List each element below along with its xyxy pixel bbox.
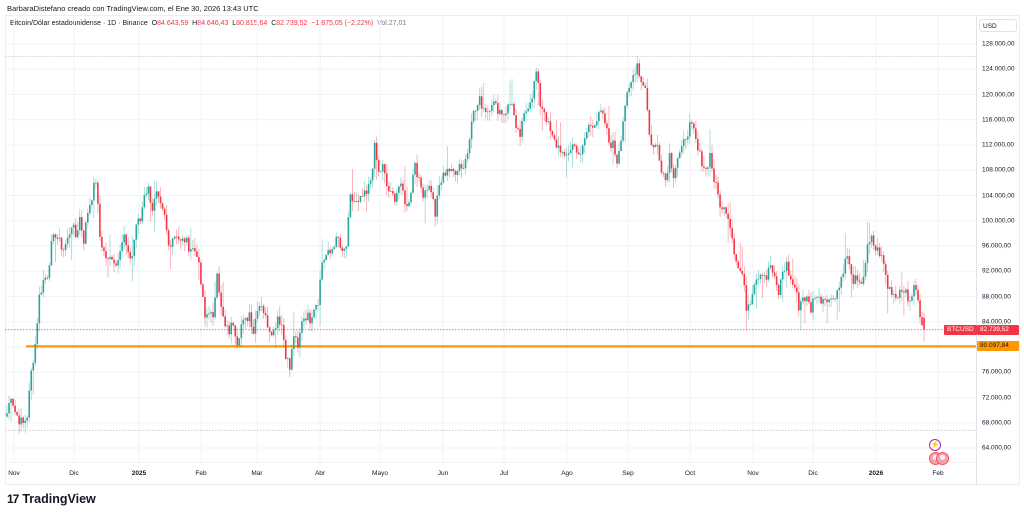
time-tick-label: Feb — [195, 470, 207, 477]
time-tick-label: Nov — [747, 470, 759, 477]
symbol-price-tag: BTCUSD — [944, 325, 977, 335]
lightning-event-icon[interactable]: ⚡ — [929, 439, 941, 451]
time-axis-divider — [5, 462, 976, 463]
price-axis[interactable] — [976, 15, 1020, 485]
time-tick-label: Feb — [932, 470, 944, 477]
price-tick-label: 108.000,00 — [982, 166, 1015, 174]
open-label: O — [151, 20, 158, 27]
price-tick-label: 96.000,00 — [982, 242, 1011, 250]
last-price-tag: 82.739,52 — [977, 325, 1019, 335]
volume-value: 27,01 — [388, 20, 407, 27]
tradingview-logo[interactable]: 17 TradingView — [7, 492, 96, 506]
time-tick-label: 2025 — [131, 470, 147, 477]
time-tick-label: Jun — [437, 470, 449, 477]
us-flag-event-icon-2[interactable] — [936, 452, 949, 465]
low-label: L — [232, 20, 237, 27]
support-level-tag: 80.097,84 — [977, 341, 1019, 351]
price-tick-label: 72.000,00 — [982, 394, 1011, 401]
high-value: 84.646,43 — [197, 20, 229, 27]
change-value: −1.875,05 (−2,22%) — [311, 20, 374, 27]
symbol-legend: Bitcoin/Dólar estadounidense · 1D · Bina… — [10, 20, 406, 27]
price-tick-label: 92.000,00 — [982, 267, 1011, 275]
currency-selector[interactable]: USD — [979, 19, 1017, 32]
high-label: H — [192, 20, 198, 27]
time-tick-label: Oct — [684, 470, 696, 477]
time-tick-label: Mayo — [372, 470, 388, 477]
price-tick-label: 76.000,00 — [982, 368, 1011, 376]
price-tick-label: 112.000,00 — [982, 141, 1015, 149]
low-value: 80.815,64 — [236, 20, 268, 27]
candlestick-plot[interactable] — [5, 15, 976, 462]
price-tick-label: 124.000,00 — [982, 65, 1015, 73]
price-tick-label: 84.000,00 — [982, 318, 1011, 326]
time-tick-label: Abr — [314, 470, 326, 477]
time-tick-label: Jul — [499, 470, 509, 477]
time-tick-label: Dic — [808, 470, 818, 477]
price-tick-label: 104.000,00 — [982, 192, 1015, 199]
tradingview-logo-text: TradingView — [22, 492, 96, 506]
price-tick-label: 88.000,00 — [982, 293, 1011, 300]
open-value: 84.643,59 — [157, 20, 189, 27]
price-tick-label: 68.000,00 — [982, 419, 1011, 427]
time-tick-label: Ago — [561, 470, 573, 477]
symbol-name[interactable]: Bitcoin/Dólar estadounidense · 1D · Bina… — [10, 20, 148, 27]
price-tick-label: 100.000,00 — [982, 217, 1015, 225]
price-tick-label: 120.000,00 — [982, 91, 1015, 98]
time-tick-label: Mar — [251, 470, 263, 477]
time-tick-label: Sep — [622, 470, 634, 477]
time-tick-label: Nov — [8, 470, 20, 477]
close-label: C — [271, 20, 277, 27]
price-tick-label: 116.000,00 — [982, 116, 1015, 124]
chart-attribution: BarbaraDistefano creado con TradingView.… — [7, 4, 259, 13]
tradingview-logo-icon: 17 — [7, 492, 19, 506]
time-tick-label: 2026 — [868, 470, 884, 477]
price-tick-label: 128.000,00 — [982, 40, 1015, 48]
close-value: 82.739,52 — [276, 20, 308, 27]
price-tick-label: 64.000,00 — [982, 444, 1011, 452]
time-tick-label: Dic — [69, 470, 79, 477]
chart-frame — [5, 15, 1020, 485]
volume-label: Vol. — [377, 20, 389, 27]
